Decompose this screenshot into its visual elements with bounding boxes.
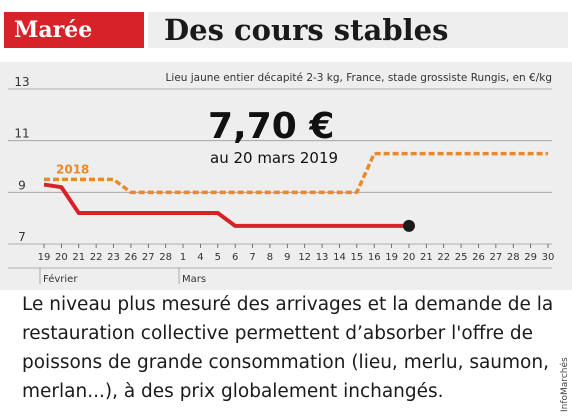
x-tick-label: 25 [455, 252, 468, 263]
caption: Le niveau plus mesuré des arrivages et l… [22, 294, 554, 402]
x-tick-label: 26 [472, 252, 485, 263]
callout-date: au 20 mars 2019 [210, 149, 338, 167]
x-tick-label: 14 [333, 252, 346, 263]
x-tick-label: 5 [215, 252, 221, 263]
series-line [43, 182, 409, 228]
x-tick-label: 21 [420, 252, 433, 263]
x-tick-label: 7 [249, 252, 255, 263]
x-tick-label: 19 [385, 252, 398, 263]
series-label: 2018 [56, 162, 89, 176]
x-tick-label: 12 [298, 252, 311, 263]
x-tick-label: 13 [316, 252, 329, 263]
x-tick-label: 27 [489, 252, 502, 263]
y-tick-label: 11 [14, 127, 29, 141]
chart-area: 13 11 9 7 Lieu jaune entier décapité 2-3 kg… [0, 62, 572, 290]
y-tick-label: 7 [18, 230, 26, 244]
end-point-marker [402, 219, 415, 232]
x-tick-label: 30 [542, 252, 555, 263]
credit: InfoMarchés [559, 357, 570, 412]
x-tick-label: 21 [72, 252, 85, 263]
x-tick-label: 28 [507, 252, 520, 263]
x-tick-label: 29 [524, 252, 537, 263]
x-tick-label: 1 [180, 252, 186, 263]
x-tick-label: 22 [90, 252, 103, 263]
chart-background [0, 62, 572, 290]
month-label: Février [43, 273, 78, 285]
header: Marée Des cours stables [0, 0, 572, 62]
x-tick-label: 27 [142, 252, 155, 263]
y-tick-label: 9 [18, 178, 26, 192]
x-tick-label: 20 [403, 252, 416, 263]
x-tick-label: 16 [368, 252, 381, 263]
credit-text: InfoMarchés [559, 357, 570, 412]
x-tick-label: 4 [197, 252, 203, 263]
x-tick-label: 6 [232, 252, 238, 263]
series-line [44, 151, 548, 195]
month-label: Mars [182, 274, 206, 285]
x-tick-label: 22 [437, 252, 450, 263]
chart-subtitle: Lieu jaune entier décapité 2-3 kg, Franc… [166, 72, 552, 84]
x-tick-label: 26 [125, 252, 138, 263]
page-title: Des cours stables [164, 13, 449, 47]
x-tick-label: 8 [267, 252, 273, 263]
y-tick-label: 13 [14, 75, 29, 89]
x-tick-label: 20 [55, 252, 68, 263]
section-tag: Marée [4, 12, 144, 48]
x-tick-label: 9 [284, 252, 290, 263]
x-tick-label: 19 [38, 252, 51, 263]
callout-value: 7,70 € [208, 106, 334, 147]
x-tick-label: 23 [107, 252, 120, 263]
x-tick-label: 15 [350, 252, 363, 263]
x-tick-label: 28 [159, 252, 172, 263]
title-box: Des cours stables [148, 12, 568, 48]
